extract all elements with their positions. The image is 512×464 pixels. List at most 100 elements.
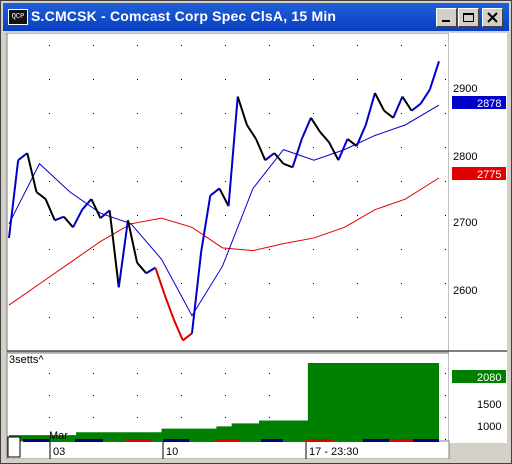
- price-segment: [99, 209, 111, 219]
- app-icon[interactable]: QCP: [8, 9, 28, 25]
- session-segment: [389, 439, 413, 442]
- grid-dot: [49, 181, 50, 182]
- grid-dot: [445, 113, 446, 114]
- grid-dot: [269, 395, 270, 396]
- price-segment: [236, 96, 248, 126]
- price-segment: [255, 138, 267, 161]
- grid-dot: [93, 215, 94, 216]
- grid-dot: [401, 79, 402, 80]
- grid-dot: [137, 181, 138, 182]
- grid-dot: [137, 79, 138, 80]
- y-tick-2900: 2900: [453, 83, 477, 95]
- price-segment: [428, 60, 440, 90]
- grid-dot: [93, 79, 94, 80]
- price-plot[interactable]: [6, 33, 450, 352]
- session-segment: [306, 439, 333, 442]
- grid-dot: [225, 417, 226, 418]
- price-segment: [328, 142, 340, 161]
- price-segment: [182, 332, 193, 342]
- grid-dot: [93, 147, 94, 148]
- price-segment: [81, 198, 93, 211]
- scroll-handle[interactable]: [7, 436, 21, 458]
- maximize-icon: [463, 13, 474, 22]
- price-segment: [264, 152, 275, 161]
- grid-dot: [357, 317, 358, 318]
- grid-dot: [401, 113, 402, 114]
- price-segment: [90, 198, 102, 219]
- price-segment: [72, 209, 84, 228]
- price-segment: [310, 117, 321, 133]
- price-segment: [410, 102, 422, 112]
- chart-area[interactable]: 2900 2800 2700 2600 2878 2775 3setts^ 20…: [3, 33, 509, 459]
- grid-dot: [357, 79, 358, 80]
- grid-dot: [401, 317, 402, 318]
- average-tag: [452, 167, 506, 180]
- session-segment: [239, 439, 261, 442]
- title-bar[interactable]: QCP S.CMCSK - Comcast Corp Spec ClsA, 15…: [3, 3, 509, 31]
- grid-dot: [357, 215, 358, 216]
- price-segment: [419, 88, 431, 105]
- grid-dot: [225, 395, 226, 396]
- grid-dot: [137, 417, 138, 418]
- grid-dot: [445, 45, 446, 46]
- price-series: [8, 60, 440, 342]
- grid-dot: [357, 249, 358, 250]
- grid-dot: [445, 249, 446, 250]
- price-segment: [200, 195, 212, 253]
- grid-dot: [49, 249, 50, 250]
- session-segment: [23, 439, 50, 442]
- grid-dot: [181, 395, 182, 396]
- session-segment: [103, 439, 126, 442]
- grid-dot: [181, 317, 182, 318]
- indicator-tick-1500: 1500: [477, 399, 501, 411]
- grid-dot: [49, 45, 50, 46]
- grid-dot: [313, 79, 314, 80]
- grid-dot: [313, 181, 314, 182]
- grid-dot: [357, 147, 358, 148]
- maximize-button[interactable]: [458, 8, 479, 27]
- price-segment: [383, 109, 394, 119]
- grid-dot: [269, 417, 270, 418]
- price-segment: [54, 215, 65, 222]
- grid-dot: [225, 283, 226, 284]
- grid-dot: [181, 113, 182, 114]
- session-segment: [163, 439, 189, 442]
- short-average-line: [8, 104, 440, 317]
- grid-dot: [445, 317, 446, 318]
- indicator-name: 3setts^: [9, 354, 44, 366]
- grid-dot: [269, 45, 270, 46]
- time-label-17: 17 - 23:30: [309, 446, 359, 458]
- grid-dot: [357, 181, 358, 182]
- price-segment: [190, 251, 203, 334]
- grid-dot: [93, 249, 94, 250]
- price-segment: [44, 198, 56, 221]
- grid-dot: [225, 113, 226, 114]
- indicator-tick-1000: 1000: [477, 421, 501, 433]
- grid-dot: [137, 147, 138, 148]
- grid-dot: [49, 373, 50, 374]
- last-price-value: 2878: [477, 98, 501, 110]
- grid-dot: [445, 439, 446, 440]
- price-segment: [8, 160, 20, 239]
- window-title: S.CMCSK - Comcast Corp Spec ClsA, 15 Min: [31, 8, 337, 24]
- minimize-button[interactable]: [436, 8, 457, 27]
- grid-dot: [137, 215, 138, 216]
- grid-dot: [137, 395, 138, 396]
- session-segment: [189, 439, 215, 442]
- session-segment: [215, 439, 239, 442]
- grid-dot: [269, 181, 270, 182]
- close-button[interactable]: [482, 8, 503, 27]
- price-segment: [337, 138, 349, 161]
- indicator-series: [9, 362, 439, 441]
- grid-dot: [401, 147, 402, 148]
- grid-dot: [313, 147, 314, 148]
- grid-dot: [225, 317, 226, 318]
- price-segment: [227, 96, 239, 207]
- session-segment: [151, 439, 163, 442]
- session-segment: [363, 439, 389, 442]
- grid-dot: [93, 45, 94, 46]
- price-segment: [346, 138, 358, 147]
- grid-dot: [181, 249, 182, 250]
- grid-dot: [49, 395, 50, 396]
